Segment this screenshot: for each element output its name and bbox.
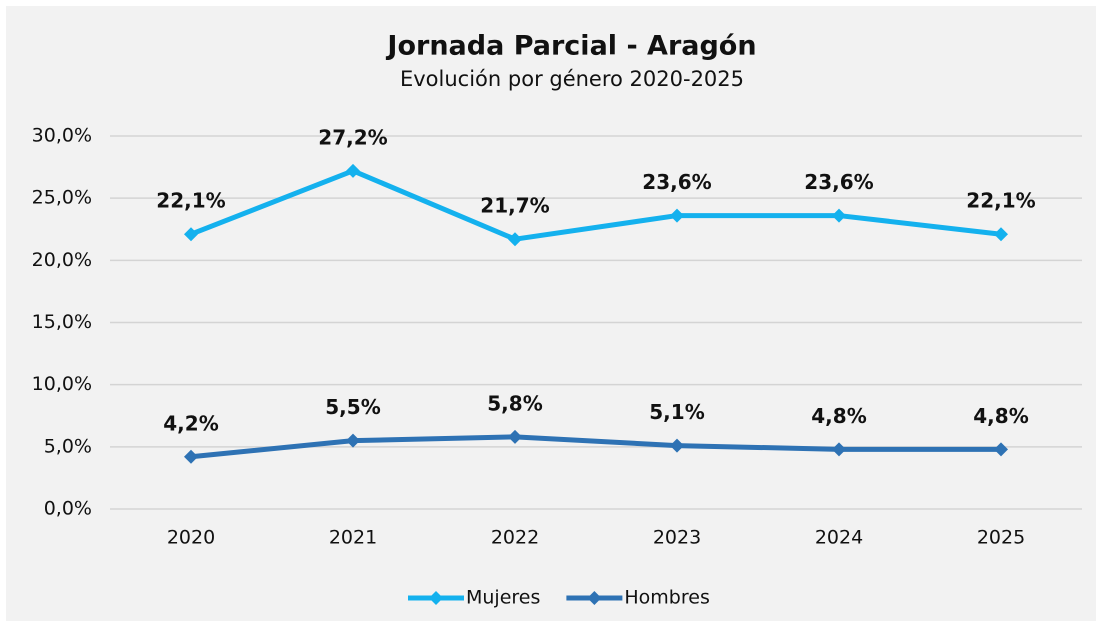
x-tick-label: 2025: [977, 527, 1025, 549]
data-label: 21,7%: [480, 194, 549, 218]
data-label: 27,2%: [318, 125, 387, 149]
y-tick-label: 20,0%: [32, 249, 92, 271]
data-label: 5,8%: [487, 391, 542, 415]
y-tick-label: 30,0%: [32, 125, 92, 147]
data-point: [184, 227, 198, 242]
data-label: 4,8%: [811, 404, 866, 428]
legend-marker: [587, 591, 602, 605]
y-tick-label: 10,0%: [32, 373, 92, 395]
series-line: [190, 168, 1002, 242]
data-label: 22,1%: [156, 189, 225, 213]
chart-background: [6, 6, 1096, 621]
chart-title: Jornada Parcial - Aragón: [385, 31, 756, 62]
data-point: [346, 433, 360, 448]
legend-label: Mujeres: [466, 587, 540, 609]
x-tick-label: 2022: [491, 527, 539, 549]
y-tick-label: 0,0%: [44, 498, 92, 520]
data-label: 5,5%: [325, 395, 380, 419]
data-point: [346, 163, 360, 178]
x-tick-label: 2020: [167, 527, 215, 549]
data-point: [184, 449, 198, 464]
y-tick-label: 15,0%: [32, 311, 92, 333]
series-line: [190, 434, 1001, 460]
y-tick-label: 5,0%: [44, 435, 92, 457]
data-point: [832, 442, 846, 457]
data-label: 5,1%: [649, 400, 704, 424]
x-tick-label: 2024: [815, 527, 863, 549]
data-point: [508, 429, 522, 444]
data-point: [994, 442, 1008, 457]
data-point: [670, 438, 684, 453]
x-tick-label: 2021: [329, 527, 377, 549]
data-label: 23,6%: [804, 170, 873, 194]
data-point: [508, 232, 522, 247]
data-point: [832, 208, 846, 223]
y-tick-label: 25,0%: [32, 187, 92, 209]
legend-marker: [429, 591, 443, 605]
data-label: 4,2%: [163, 411, 218, 435]
legend-label: Hombres: [624, 587, 709, 609]
data-label: 22,1%: [966, 189, 1035, 213]
data-label: 4,8%: [973, 404, 1028, 428]
data-label: 23,6%: [642, 170, 711, 194]
data-point: [670, 208, 684, 223]
chart-subtitle: Evolución por género 2020-2025: [400, 67, 744, 91]
x-tick-label: 2023: [653, 527, 701, 549]
data-point: [994, 227, 1008, 242]
